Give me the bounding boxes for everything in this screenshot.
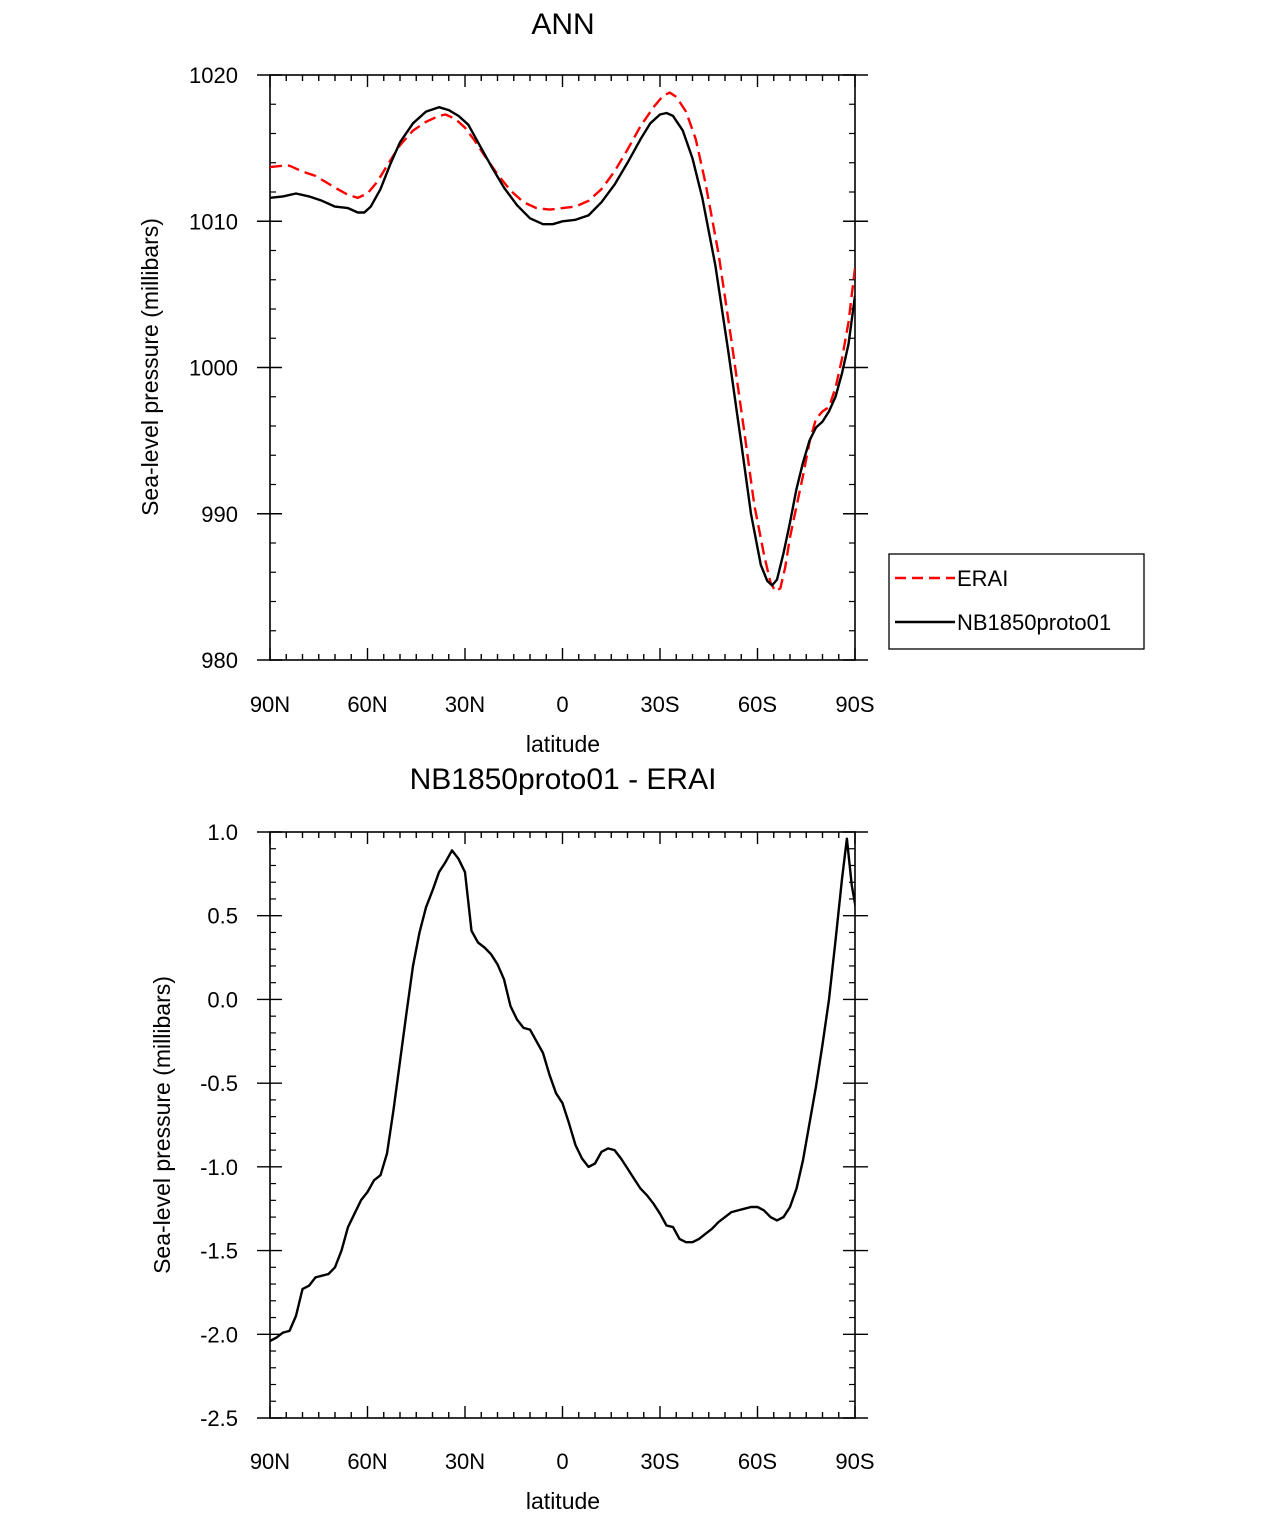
x-tick-label: 0 [556, 692, 568, 717]
legend-label-nb1850proto01: NB1850proto01 [957, 610, 1111, 635]
x-tick-label: 60N [347, 692, 387, 717]
legend-label-erai: ERAI [957, 566, 1008, 591]
bottom-plot-area: 90N 60N 30N 0 30S 60S 90S -2.5 -2.0 -1.5 -1.0 -0.5 0… [200, 820, 875, 1474]
bottom-panel-difference: NB1850proto01 - ERAI 90N 60N 30N 0 30S 60S 90S… [149, 763, 875, 1514]
series-line-difference [270, 837, 855, 1343]
x-tick-label: 0 [556, 1449, 568, 1474]
top-plot-area: 90N 60N 30N 0 30S 60S 90S 980 990 1000 1010 1020 [189, 63, 875, 717]
series-line-erai [270, 91, 855, 593]
legend-box [888, 553, 1145, 650]
x-tick-label: 60S [738, 692, 777, 717]
x-tick-label: 30S [640, 1449, 679, 1474]
top-panel-sea-level-pressure: ANN 90N 60N 30N 0 30S 60S 90S 980 990 1000 1010 102… [137, 8, 1145, 757]
y-tick-label: -0.5 [200, 1071, 238, 1096]
x-tick-label: 30N [445, 1449, 485, 1474]
y-tick-label: 1000 [189, 356, 238, 381]
y-tick-label: -1.0 [200, 1155, 238, 1180]
x-tick-label: 90S [835, 1449, 874, 1474]
bottom-y-axis-label: Sea-level pressure (millibars) [149, 976, 175, 1274]
x-tick-label: 60N [347, 1449, 387, 1474]
x-tick-label: 60S [738, 1449, 777, 1474]
bottom-x-axis-label: latitude [526, 1488, 600, 1514]
legend: ERAI NB1850proto01 [888, 553, 1145, 650]
x-tick-label: 30N [445, 692, 485, 717]
y-tick-label: -1.5 [200, 1239, 238, 1264]
y-tick-label: 0.5 [207, 904, 238, 929]
y-tick-label: -2.5 [200, 1406, 238, 1431]
top-chart-title: ANN [531, 8, 594, 41]
x-tick-label: 90S [835, 692, 874, 717]
y-tick-label: 0.0 [207, 987, 238, 1012]
y-tick-label: 1.0 [207, 820, 238, 845]
y-tick-label: -2.0 [200, 1322, 238, 1347]
y-tick-label: 1020 [189, 63, 238, 88]
y-tick-label: 1010 [189, 209, 238, 234]
x-tick-label: 90N [250, 692, 290, 717]
top-y-axis-label: Sea-level pressure (millibars) [137, 218, 163, 516]
y-tick-label: 990 [201, 502, 238, 527]
plot-frame [269, 831, 856, 1419]
series-line-nb1850proto01 [270, 106, 855, 587]
y-tick-label: 980 [201, 648, 238, 673]
top-x-axis-label: latitude [526, 731, 600, 757]
bottom-chart-title: NB1850proto01 - ERAI [410, 763, 717, 796]
x-tick-label: 30S [640, 692, 679, 717]
x-tick-label: 90N [250, 1449, 290, 1474]
